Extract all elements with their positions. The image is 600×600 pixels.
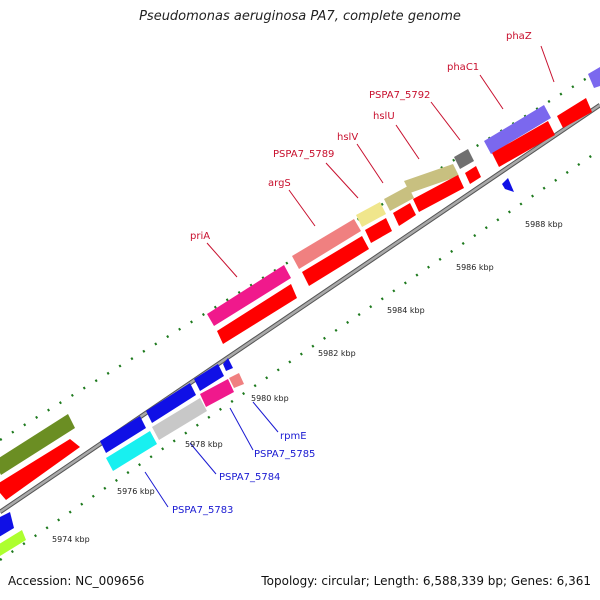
leader-PSPA7_5783	[144, 471, 169, 508]
leader-hslU	[395, 124, 420, 160]
gene-arrow-blue-5784[interactable]	[146, 383, 196, 423]
leader-lines	[206, 45, 555, 278]
cds-arrow-phaC1[interactable]	[492, 121, 555, 167]
leader-phaZ	[540, 45, 555, 83]
map-title: Pseudomonas aeruginosa PA7, complete gen…	[139, 9, 461, 24]
leader-lines-blue	[144, 401, 279, 508]
label-phaZ[interactable]: phaZ	[506, 31, 532, 42]
gene-arrow-phaZ[interactable]	[588, 67, 600, 88]
gene-arrow-hslU[interactable]	[404, 164, 459, 193]
gene-arrow-salmon-rpmE[interactable]	[229, 373, 244, 388]
scale-labels: 5974 kbp 5976 kbp 5978 kbp 5980 kbp 5982…	[52, 220, 563, 544]
scale-label-5984: 5984 kbp	[387, 306, 425, 315]
genome-backbone	[0, 103, 600, 514]
scale-label-5980: 5980 kbp	[251, 394, 289, 403]
gene-arrow-cyan-5783[interactable]	[106, 431, 157, 471]
small-blue-marker[interactable]	[502, 178, 514, 192]
leader-rpmE	[252, 401, 279, 433]
cds-arrow-1[interactable]	[0, 439, 80, 500]
gene-arrow-pink-5785[interactable]	[200, 379, 234, 407]
scale-label-5974: 5974 kbp	[52, 535, 90, 544]
gene-arrow-rpmE[interactable]	[223, 358, 233, 371]
leader-PSPA7_5789	[325, 162, 359, 199]
cds-arrow-hslV[interactable]	[393, 203, 416, 226]
cds-arrow-5789[interactable]	[365, 218, 392, 243]
label-rpmE[interactable]: rpmE	[280, 431, 307, 442]
gene-arrow-priA[interactable]	[207, 265, 291, 326]
leader-PSPA7_5792	[430, 101, 461, 141]
scale-label-5976: 5976 kbp	[117, 487, 155, 496]
cds-arrow-3[interactable]	[0, 530, 26, 556]
label-PSPA7_5785[interactable]: PSPA7_5785	[254, 449, 315, 460]
scale-label-5978: 5978 kbp	[185, 440, 223, 449]
leader-hslV	[356, 143, 384, 184]
gene-arrow-hslV[interactable]	[384, 186, 414, 211]
gene-arrow-blue-5783a[interactable]	[100, 416, 146, 453]
cds-arrow-priA[interactable]	[217, 284, 297, 344]
gene-arrow-blue-5785[interactable]	[194, 364, 224, 391]
scale-label-5986: 5986 kbp	[456, 263, 494, 272]
scale-label-5988: 5988 kbp	[525, 220, 563, 229]
leader-priA	[206, 242, 238, 278]
label-hslV[interactable]: hslV	[337, 132, 358, 143]
scale-label-5982: 5982 kbp	[318, 349, 356, 358]
label-PSPA7_5789[interactable]: PSPA7_5789	[273, 149, 334, 160]
gene-arrow-argS[interactable]	[292, 219, 361, 269]
gene-arrow-phaC1[interactable]	[484, 105, 551, 154]
outer-strand-features	[0, 67, 600, 475]
inner-strand-features	[0, 98, 592, 556]
gene-labels-blue: rpmE PSPA7_5785 PSPA7_5784 PSPA7_5783	[172, 431, 315, 516]
leader-phaC1	[479, 74, 504, 110]
genome-summary: Topology: circular; Length: 6,588,339 bp…	[261, 574, 591, 588]
label-hslU[interactable]: hslU	[373, 111, 395, 122]
gene-arrow-PSPA7_5792[interactable]	[454, 149, 474, 169]
gene-arrow-lightgray[interactable]	[152, 398, 207, 440]
label-PSPA7_5783[interactable]: PSPA7_5783	[172, 505, 233, 516]
label-argS[interactable]: argS	[268, 178, 291, 189]
label-phaC1[interactable]: phaC1	[447, 62, 479, 73]
accession-text: Accession: NC_009656	[8, 574, 145, 588]
gene-arrow-olive[interactable]	[0, 414, 75, 475]
leader-argS	[288, 189, 316, 227]
cds-arrow-argS[interactable]	[302, 236, 369, 286]
label-priA[interactable]: priA	[190, 231, 210, 242]
label-PSPA7_5784[interactable]: PSPA7_5784	[219, 472, 280, 483]
cds-arrow-2[interactable]	[0, 512, 14, 540]
leader-PSPA7_5784	[189, 442, 217, 475]
cds-arrow-phaZ[interactable]	[557, 98, 592, 128]
gene-arrow-PSPA7_5789[interactable]	[356, 202, 386, 227]
cds-arrow-5792[interactable]	[465, 166, 481, 184]
gene-labels-red: phaZ phaC1 PSPA7_5792 hslU hslV PSPA7_57…	[190, 31, 532, 242]
leader-PSPA7_5785	[229, 407, 254, 451]
label-PSPA7_5792[interactable]: PSPA7_5792	[369, 90, 430, 101]
inner-tick-row	[0, 149, 600, 561]
cds-arrow-hslU[interactable]	[413, 175, 464, 212]
